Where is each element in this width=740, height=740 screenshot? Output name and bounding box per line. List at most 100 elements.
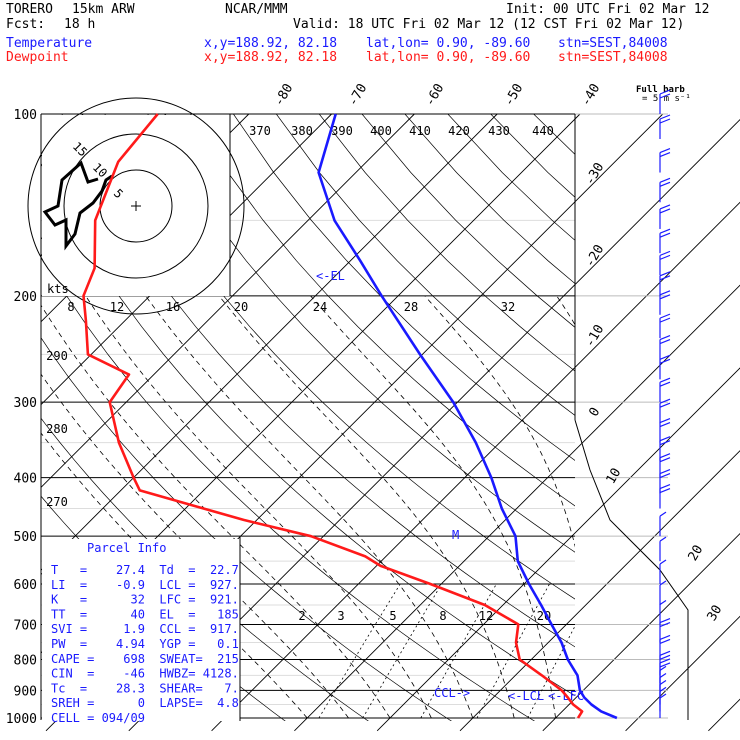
barb-flag <box>659 654 671 660</box>
mixing-ratio-line <box>318 583 401 719</box>
dry-adiabat <box>577 114 740 731</box>
lcl-annotation: <-LCL <box>508 689 544 703</box>
barb-flag <box>659 422 671 428</box>
barb-flag <box>659 599 667 605</box>
dewpoint-stn: stn=SEST,84008 <box>558 50 668 65</box>
barb-flag <box>659 673 667 679</box>
hodograph-trace <box>42 160 113 251</box>
wind-barb <box>659 334 671 360</box>
isotherm-label: -20 <box>583 242 608 270</box>
hodograph-speed-tick: 8 <box>67 300 74 314</box>
hodograph-speed-tick: 16 <box>166 300 180 314</box>
dry-adiabat <box>233 114 575 461</box>
dewpoint-latlon: lat,lon= 0.90, -89.60 <box>366 50 531 65</box>
parcel-info-row: Tc = 28.3 SHEAR= 7. <box>51 681 239 695</box>
model-name: 15km ARW <box>72 2 135 17</box>
dry-adiabat <box>705 114 740 731</box>
pressure-label: 900 <box>14 684 37 699</box>
parcel-info-row: TT = 40 EL = 185 <box>51 607 239 621</box>
moist-adiabat <box>556 295 575 326</box>
barb-flag <box>659 334 671 341</box>
dry-adiabat <box>361 114 575 328</box>
temperature-profile <box>317 113 618 720</box>
dry-adiabat <box>190 114 575 507</box>
parcel-info-row: CELL = 094/09 <box>51 711 145 725</box>
barb-flag <box>659 468 671 475</box>
barb-flag <box>659 650 671 656</box>
dry-adiabat <box>61 114 575 648</box>
barb-flag <box>659 402 671 408</box>
dry-adiabat <box>533 114 575 155</box>
barb-flag <box>659 358 671 364</box>
barb-flag <box>659 208 671 214</box>
dry-adiabat <box>318 114 575 372</box>
barb-flag <box>659 114 671 120</box>
theta-label: 400 <box>370 124 392 138</box>
barb-flag <box>659 634 671 641</box>
hodograph-speed-tick: 12 <box>110 300 124 314</box>
mixing-ratio-line <box>362 583 442 719</box>
barb-flag <box>659 177 671 183</box>
hodograph-speed-tick: 24 <box>313 300 327 314</box>
isotherm-label: -30 <box>583 160 608 188</box>
mixing-ratio-label: 2 <box>298 609 305 623</box>
theta-label: 380 <box>291 124 313 138</box>
barb-flag <box>659 436 671 442</box>
fcst-label: Fcst: <box>6 17 46 32</box>
barb-flag <box>659 151 671 158</box>
pressure-label: 700 <box>14 618 37 633</box>
temperature-stn: stn=SEST,84008 <box>558 36 668 51</box>
dewpoint-profile <box>82 113 584 719</box>
barb-flag <box>659 147 671 154</box>
barb-flag <box>659 398 671 404</box>
temperature-legend: Temperature <box>6 36 93 51</box>
barb-flag <box>659 118 671 124</box>
dry-adiabat <box>490 114 575 198</box>
isotherm <box>41 113 498 571</box>
station-name: TORERO <box>6 2 53 17</box>
mixing-ratio-label: 5 <box>389 609 396 623</box>
dewpoint-xy: x,y=188.92, 82.18 <box>204 50 338 65</box>
parcel-marker: M <box>452 528 459 542</box>
barb-flag <box>659 232 671 238</box>
barb-flag <box>659 453 671 459</box>
barb-flag <box>659 294 671 300</box>
hodograph-units: kts <box>47 282 69 296</box>
isotherm-label: -10 <box>583 322 608 350</box>
moist-adiabat <box>721 296 740 718</box>
isotherm <box>376 367 740 732</box>
wind-barb <box>659 250 671 276</box>
parcel-panel-background <box>42 539 240 721</box>
wind-barb <box>659 398 671 424</box>
barb-flag <box>659 93 671 99</box>
barb-flag <box>659 487 671 494</box>
dry-adiabat <box>41 337 452 721</box>
wind-barb <box>659 511 667 537</box>
parcel-info-panel: Parcel Info T = 27.4 Td = 22.7LI = -0.9 L… <box>42 537 241 725</box>
barb-flag <box>659 377 671 383</box>
theta-label: 290 <box>46 349 68 363</box>
parcel-info-row: LI = -0.9 LCL = 927. <box>51 578 239 592</box>
wind-barb <box>659 665 667 691</box>
pressure-label: 800 <box>14 653 37 668</box>
wind-barb <box>659 599 667 625</box>
theta-label: 440 <box>532 124 554 138</box>
barb-flag <box>659 228 671 234</box>
isotherm-label: 30 <box>705 603 726 624</box>
barb-flag <box>659 680 667 686</box>
barb-flag <box>659 483 671 490</box>
barb-flag <box>659 317 671 323</box>
wind-barb <box>659 89 671 114</box>
barb-flag <box>659 338 671 345</box>
theta-label: 430 <box>488 124 510 138</box>
mixing-ratio-label: 12 <box>479 609 493 623</box>
barb-flag <box>659 638 671 645</box>
parcel-info-row: PW = 4.94 YGP = 0.1 <box>51 637 239 651</box>
hodograph-speed-tick: 32 <box>501 300 515 314</box>
wind-barb <box>659 377 671 403</box>
wind-barbs <box>659 89 671 718</box>
wind-barb <box>659 418 671 443</box>
isotherm <box>211 201 740 732</box>
dry-adiabat <box>276 114 575 416</box>
